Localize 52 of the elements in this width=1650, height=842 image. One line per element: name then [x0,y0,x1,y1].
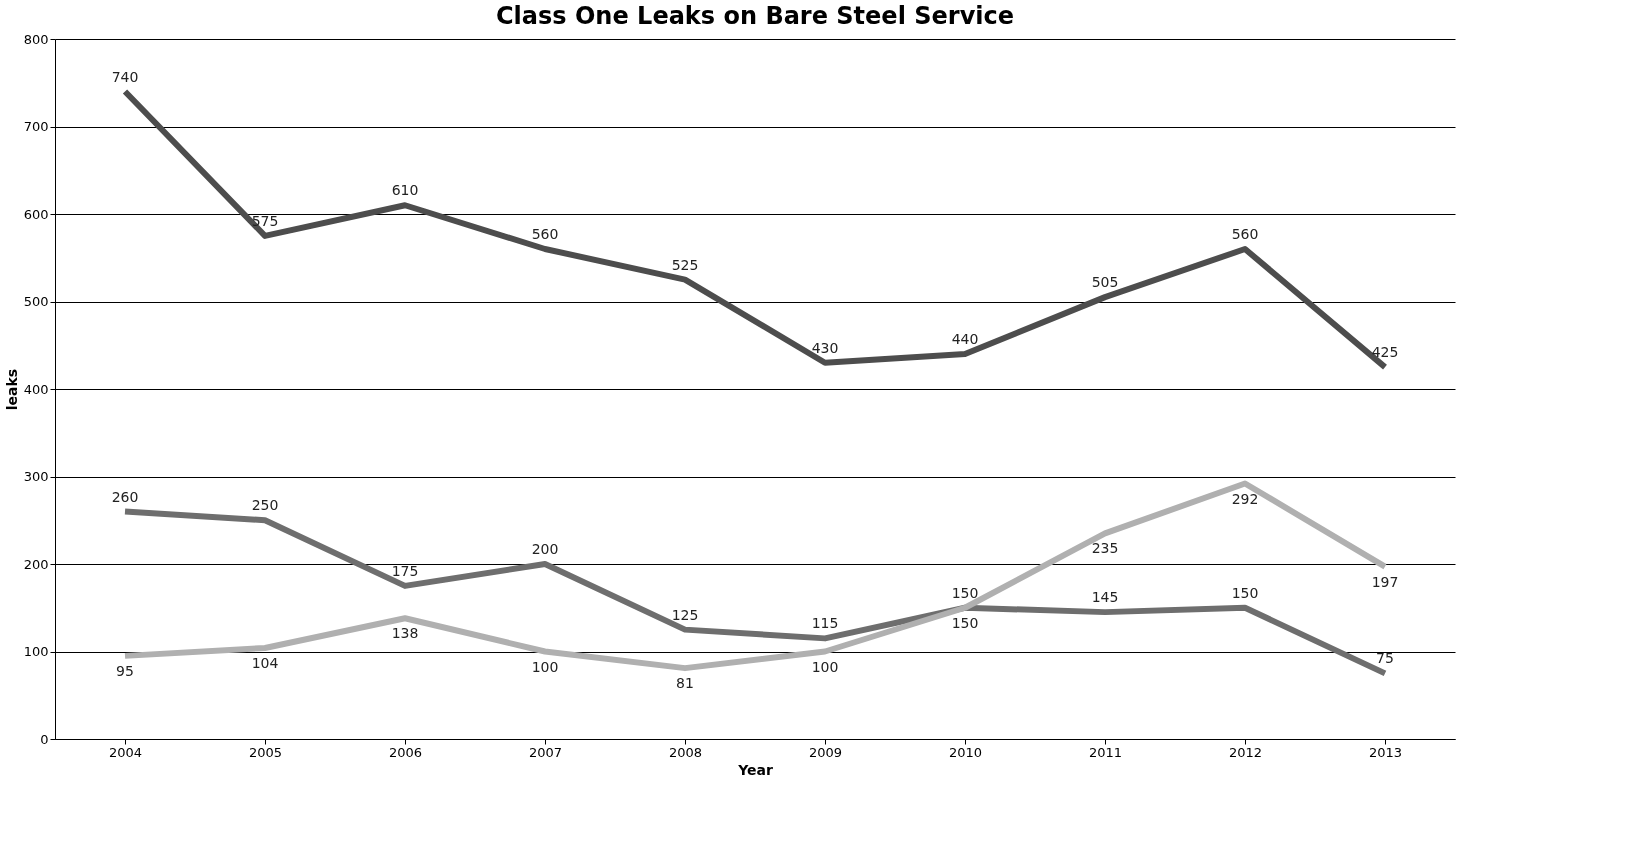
data-label: 610 [391,182,419,199]
x-tick-label: 2012 [1228,744,1263,760]
x-tick-label: 2005 [248,744,283,760]
y-tick-label: 200 [23,556,49,572]
data-label: 740 [111,68,139,85]
data-label: 150 [951,614,979,631]
data-label: 81 [676,675,694,692]
data-label: 150 [951,584,979,601]
data-label: 525 [671,256,699,273]
data-label: 115 [811,615,839,632]
data-label: 430 [811,339,839,356]
data-label: 197 [1371,573,1399,590]
y-tick-label: 0 [40,731,49,747]
data-label: 138 [391,625,419,642]
y-axis-title: leaks [3,368,20,411]
data-label: 560 [531,226,559,242]
data-label: 200 [531,541,559,557]
data-label: 125 [671,606,699,623]
x-tick-label: 2009 [808,744,843,760]
data-label: 175 [391,562,419,579]
y-tick-label: 400 [23,381,49,397]
data-label: 260 [111,488,139,505]
data-label: 145 [1091,589,1119,606]
y-tick-label: 600 [23,206,49,222]
data-label: 425 [1371,344,1399,361]
x-tick-label: 2011 [1088,744,1123,760]
y-tick-label: 500 [23,294,49,309]
data-label: 440 [951,331,979,347]
y-tick-label: 100 [23,644,49,659]
data-label: 560 [1231,226,1259,242]
data-label: 505 [1091,274,1119,291]
data-label: 104 [251,655,279,671]
data-label: 95 [116,662,134,679]
x-tick-label: 2008 [668,744,703,760]
data-label: 100 [811,658,839,675]
y-tick-label: 700 [23,119,49,134]
x-tick-label: 2013 [1368,744,1403,760]
x-tick-label: 2006 [388,744,423,760]
y-tick-label: 300 [23,469,49,484]
x-tick-label: 2004 [108,744,143,760]
y-tick-label: 800 [23,31,49,47]
x-tick-label: 2010 [948,744,983,760]
data-label: 100 [531,658,559,675]
data-label: 250 [251,497,279,514]
data-label: 235 [1091,540,1119,557]
data-label: 292 [1231,490,1259,507]
x-tick-label: 2007 [528,744,563,760]
data-label: 150 [1231,584,1259,601]
data-label: 575 [251,212,279,229]
x-axis-title: Year [737,761,773,778]
data-label: 75 [1376,650,1394,667]
chart-title: Class One Leaks on Bare Steel Service [495,2,1015,30]
